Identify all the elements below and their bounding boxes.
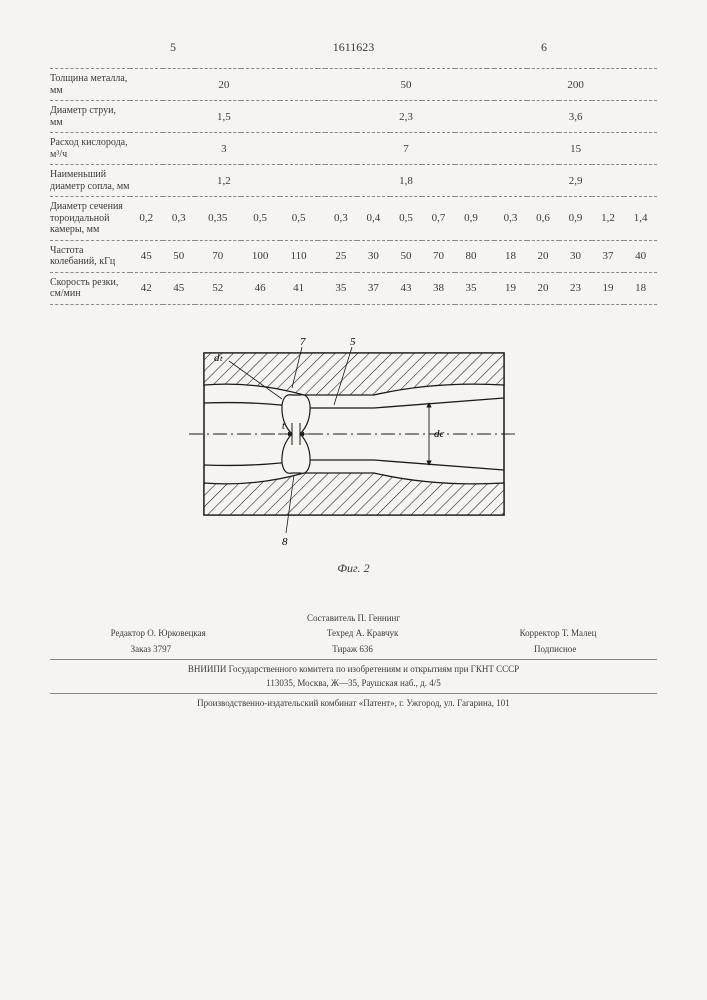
label-dc: dс (434, 428, 445, 440)
label-7: 7 (300, 336, 306, 348)
table-cell: 70 (195, 240, 241, 272)
table-cell: 30 (559, 240, 592, 272)
table-cell: 0,3 (325, 197, 358, 241)
row-label: Толщина металла, мм (50, 69, 130, 101)
table-cell: 50 (325, 69, 488, 101)
footer-line1: ВНИИПИ Государственного комитета по изоб… (50, 663, 657, 677)
table-cell: 40 (624, 240, 657, 272)
figure-2: dₜ 7 5 t dс 8 Фиг. 2 (50, 333, 657, 576)
table-row: Диаметр струи, мм1,52,33,6 (50, 101, 657, 133)
table-row: Диаметр сечения тороидальной камеры, мм0… (50, 197, 657, 241)
table-cell: 3,6 (494, 101, 657, 133)
row-label: Расход кислорода, м³/ч (50, 133, 130, 165)
right-page-number: 6 (541, 40, 547, 55)
footer-corrector: Корректор Т. Малец (520, 627, 597, 641)
table-cell: 0,3 (494, 197, 527, 241)
page-numbers: 5 1611623 6 (50, 40, 657, 60)
table-cell: 0,3 (163, 197, 196, 241)
table-cell: 2,9 (494, 165, 657, 197)
table-row: Скорость резки, см/мин424552464135374338… (50, 272, 657, 304)
table-cell: 1,2 (592, 197, 625, 241)
table-cell: 37 (592, 240, 625, 272)
table-cell: 1,4 (624, 197, 657, 241)
table-cell: 45 (130, 240, 163, 272)
footer: Составитель П. Геннинг Редактор О. Юрков… (50, 612, 657, 711)
table-cell: 18 (624, 272, 657, 304)
row-label: Скорость резки, см/мин (50, 272, 130, 304)
table-cell: 0,7 (422, 197, 455, 241)
table-cell: 20 (527, 240, 560, 272)
data-table: Толщина металла, мм2050200Диаметр струи,… (50, 68, 657, 305)
footer-tirage: Тираж 636 (332, 643, 373, 657)
footer-line2: 113035, Москва, Ж—35, Раушская наб., д. … (50, 677, 657, 691)
table-cell: 110 (280, 240, 318, 272)
table-cell: 42 (130, 272, 163, 304)
table-cell: 20 (130, 69, 318, 101)
table-row: Расход кислорода, м³/ч3715 (50, 133, 657, 165)
table-cell: 3 (130, 133, 318, 165)
table-cell: 43 (390, 272, 423, 304)
table-cell: 35 (325, 272, 358, 304)
table-cell: 1,2 (130, 165, 318, 197)
left-page-number: 5 (170, 40, 176, 55)
table-cell: 41 (280, 272, 318, 304)
figure-caption: Фиг. 2 (50, 561, 657, 576)
row-label: Частота колебаний, кГц (50, 240, 130, 272)
table-cell: 0,2 (130, 197, 163, 241)
table-cell: 0,35 (195, 197, 241, 241)
table-cell: 25 (325, 240, 358, 272)
table-cell: 0,5 (390, 197, 423, 241)
table-cell: 20 (527, 272, 560, 304)
table-cell: 200 (494, 69, 657, 101)
table-cell: 45 (163, 272, 196, 304)
table-cell: 35 (455, 272, 488, 304)
footer-tech: Техред А. Кравчук (327, 627, 399, 641)
table-row: Частота колебаний, кГц455070100110253050… (50, 240, 657, 272)
row-label: Диаметр струи, мм (50, 101, 130, 133)
footer-line3: Производственно-издательский комбинат «П… (50, 697, 657, 711)
table-cell: 0,9 (455, 197, 488, 241)
table-cell: 1,8 (325, 165, 488, 197)
table-cell: 0,5 (241, 197, 280, 241)
table-row: Толщина металла, мм2050200 (50, 69, 657, 101)
label-8: 8 (282, 536, 288, 548)
table-cell: 15 (494, 133, 657, 165)
table-cell: 2,3 (325, 101, 488, 133)
footer-sub: Подписное (534, 643, 576, 657)
row-label: Диаметр сечения тороидальной камеры, мм (50, 197, 130, 241)
table-cell: 1,5 (130, 101, 318, 133)
table-cell: 18 (494, 240, 527, 272)
table-cell: 80 (455, 240, 488, 272)
table-cell: 52 (195, 272, 241, 304)
table-cell: 30 (357, 240, 390, 272)
table-cell: 19 (494, 272, 527, 304)
footer-order: Заказ 3797 (131, 643, 172, 657)
table-cell: 37 (357, 272, 390, 304)
table-cell: 0,9 (559, 197, 592, 241)
footer-composer: Составитель П. Геннинг (50, 612, 657, 626)
table-cell: 7 (325, 133, 488, 165)
table-cell: 0,6 (527, 197, 560, 241)
table-row: Наименьший диаметр сопла, мм1,21,82,9 (50, 165, 657, 197)
row-label: Наименьший диаметр сопла, мм (50, 165, 130, 197)
table-cell: 46 (241, 272, 280, 304)
table-cell: 19 (592, 272, 625, 304)
figure-svg: dₜ 7 5 t dс 8 (174, 333, 534, 553)
table-cell: 100 (241, 240, 280, 272)
label-t: t (282, 421, 285, 432)
label-dt: dₜ (214, 352, 224, 364)
table-cell: 0,4 (357, 197, 390, 241)
table-cell: 70 (422, 240, 455, 272)
table-cell: 50 (163, 240, 196, 272)
table-cell: 38 (422, 272, 455, 304)
table-cell: 50 (390, 240, 423, 272)
table-cell: 23 (559, 272, 592, 304)
footer-editor: Редактор О. Юрковецкая (111, 627, 206, 641)
table-cell: 0,5 (280, 197, 318, 241)
label-5: 5 (350, 336, 356, 348)
patent-number: 1611623 (333, 40, 375, 55)
